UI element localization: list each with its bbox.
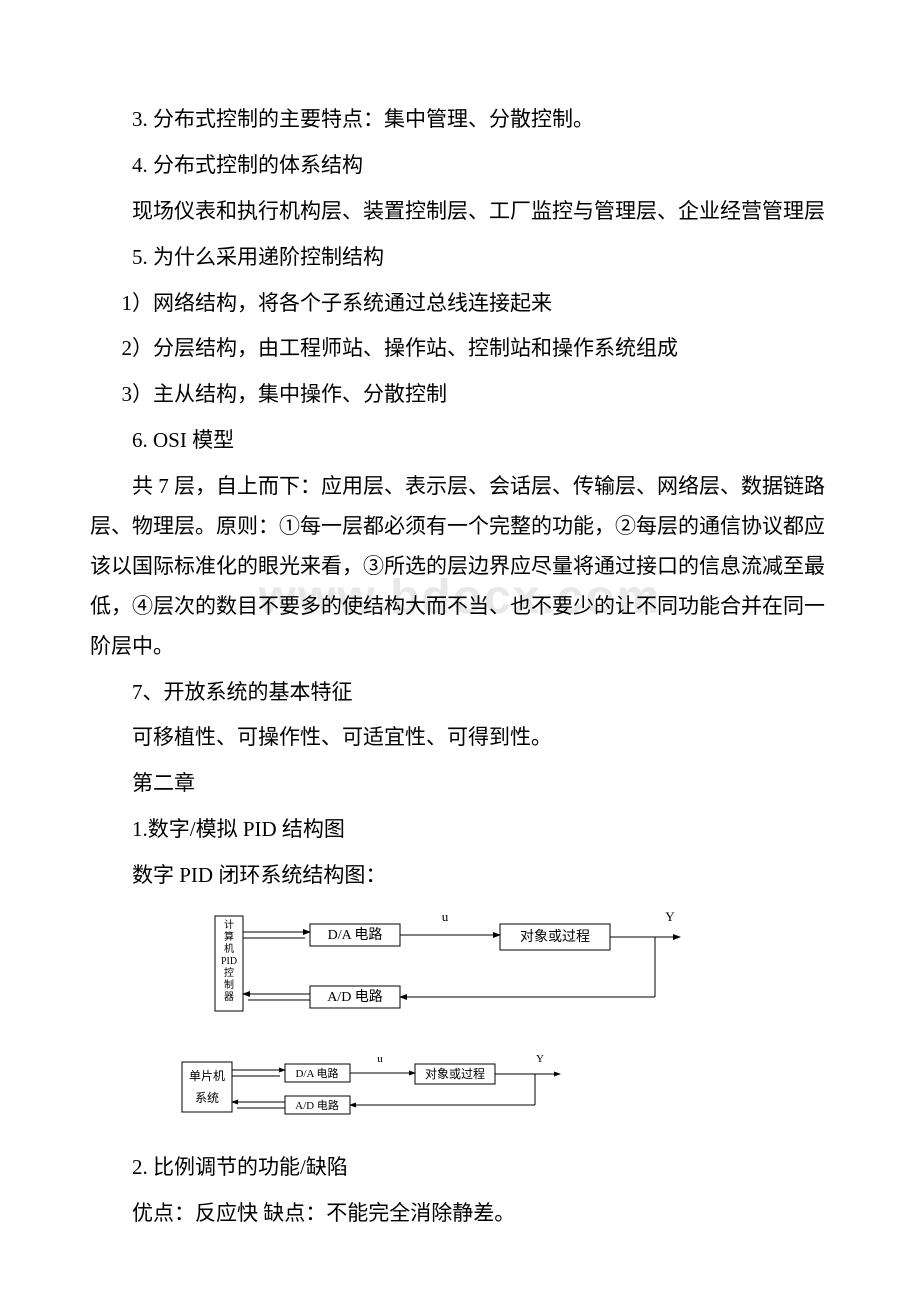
paragraph-7-body: 可移植性、可操作性、可适宜性、可得到性。 <box>90 718 830 758</box>
svg-text:u: u <box>442 909 449 924</box>
paragraph-6-body: 共 7 层，自上而下：应用层、表示层、会话层、传输层、网络层、数据链路层、物理层… <box>90 467 830 666</box>
paragraph-6: 6. OSI 模型 <box>90 421 830 461</box>
paragraph-1c: 数字 PID 闭环系统结构图： <box>90 856 830 896</box>
svg-text:D/A 电路: D/A 电路 <box>328 927 383 943</box>
pid-diagram-1: 计算机PID控制器 D/A 电路 A/D 电路 对象或过程 u Y <box>210 906 830 1040</box>
svg-text:系统: 系统 <box>195 1091 219 1105</box>
paragraph-5: 5. 为什么采用递阶控制结构 <box>90 238 830 278</box>
svg-text:u: u <box>377 1054 383 1065</box>
svg-text:Y: Y <box>536 1054 544 1065</box>
svg-text:Y: Y <box>665 909 675 924</box>
paragraph-3: 3. 分布式控制的主要特点：集中管理、分散控制。 <box>90 100 830 140</box>
paragraph-2c: 优点：反应快 缺点：不能完全消除静差。 <box>90 1194 830 1234</box>
paragraph-4: 4. 分布式控制的体系结构 <box>90 146 830 186</box>
paragraph-4-body: 现场仪表和执行机构层、装置控制层、工厂监控与管理层、企业经营管理层 <box>90 192 830 232</box>
document-page: 3. 分布式控制的主要特点：集中管理、分散控制。 4. 分布式控制的体系结构 现… <box>0 0 920 1300</box>
svg-text:D/A 电路: D/A 电路 <box>295 1067 338 1080</box>
paragraph-5-2: 2）分层结构，由工程师站、操作站、控制站和操作系统组成 <box>90 329 830 369</box>
svg-text:A/D 电路: A/D 电路 <box>327 989 383 1005</box>
paragraph-7: 7、开放系统的基本特征 <box>90 673 830 713</box>
chapter-2-heading: 第二章 <box>90 764 830 804</box>
svg-text:A/D 电路: A/D 电路 <box>295 1099 339 1112</box>
svg-text:对象或过程: 对象或过程 <box>520 929 590 945</box>
paragraph-5-1: 1）网络结构，将各个子系统通过总线连接起来 <box>90 284 830 324</box>
paragraph-5-3: 3）主从结构，集中操作、分散控制 <box>90 375 830 415</box>
svg-text:对象或过程: 对象或过程 <box>425 1066 485 1081</box>
pid-diagram-2: 单片机 系统 D/A 电路 A/D 电路 对象或过程 u Y <box>180 1054 830 1138</box>
paragraph-2b: 2. 比例调节的功能/缺陷 <box>90 1148 830 1188</box>
svg-text:计算机PID控制器: 计算机PID控制器 <box>221 918 237 1003</box>
svg-text:单片机: 单片机 <box>189 1069 225 1083</box>
paragraph-1b: 1.数字/模拟 PID 结构图 <box>90 810 830 850</box>
